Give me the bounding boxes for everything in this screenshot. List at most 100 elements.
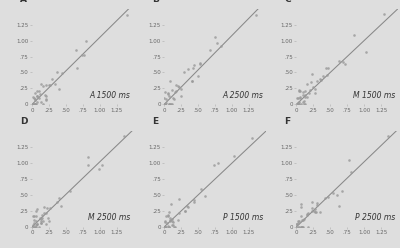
Point — [300, 90, 306, 94]
Point — [348, 170, 354, 174]
Point — [297, 89, 303, 93]
Point — [31, 98, 38, 102]
Point — [302, 102, 309, 106]
Point — [197, 187, 204, 191]
Point — [44, 216, 51, 220]
Point — [81, 53, 88, 57]
Point — [177, 87, 184, 91]
Point — [249, 136, 256, 140]
Point — [42, 93, 48, 97]
Text: M 2500 ms: M 2500 ms — [88, 213, 131, 222]
Point — [169, 217, 176, 221]
Point — [197, 62, 203, 66]
Point — [165, 102, 172, 106]
Point — [162, 219, 168, 223]
Point — [296, 219, 302, 223]
Point — [314, 79, 320, 83]
Point — [215, 161, 222, 165]
Point — [30, 218, 37, 222]
Point — [34, 100, 40, 104]
Point — [167, 79, 173, 83]
Text: D: D — [20, 117, 27, 126]
Point — [161, 96, 168, 100]
Point — [36, 225, 42, 229]
Point — [302, 89, 308, 93]
Point — [311, 209, 317, 213]
Point — [305, 211, 311, 215]
Point — [84, 155, 91, 159]
Point — [298, 218, 305, 222]
Point — [301, 217, 308, 221]
Point — [336, 59, 342, 63]
Point — [185, 67, 192, 71]
Point — [30, 223, 36, 227]
Text: A 1500 ms: A 1500 ms — [90, 91, 131, 100]
Point — [298, 102, 304, 106]
Point — [47, 206, 54, 210]
Point — [309, 200, 316, 204]
Point — [166, 102, 173, 106]
Text: P 2500 ms: P 2500 ms — [355, 213, 395, 222]
Point — [308, 209, 315, 213]
Point — [295, 221, 301, 225]
Point — [162, 220, 169, 224]
Point — [165, 224, 172, 228]
Point — [43, 94, 49, 98]
Text: C: C — [284, 0, 291, 4]
Point — [167, 102, 173, 106]
Point — [162, 90, 168, 94]
Point — [42, 98, 49, 102]
Point — [189, 79, 196, 83]
Point — [34, 207, 40, 211]
Point — [34, 222, 40, 226]
Point — [34, 90, 40, 93]
Point — [311, 207, 318, 211]
Point — [168, 102, 175, 106]
Point — [295, 102, 301, 106]
Point — [314, 203, 320, 207]
Point — [176, 197, 182, 201]
Point — [184, 204, 190, 208]
Point — [34, 222, 40, 226]
Point — [330, 191, 337, 195]
Point — [168, 219, 175, 223]
Point — [30, 225, 36, 229]
Point — [165, 214, 171, 218]
Point — [307, 88, 314, 92]
Point — [32, 91, 38, 95]
Text: A 2500 ms: A 2500 ms — [222, 91, 263, 100]
Point — [185, 205, 192, 209]
Point — [295, 219, 302, 223]
Point — [195, 74, 201, 78]
Point — [298, 214, 304, 218]
Point — [336, 204, 342, 208]
Text: F: F — [284, 117, 290, 126]
Point — [304, 95, 310, 99]
Point — [40, 219, 46, 223]
Point — [165, 92, 172, 96]
Point — [166, 225, 173, 229]
Point — [43, 97, 49, 101]
Point — [296, 100, 302, 104]
Point — [298, 225, 305, 229]
Point — [172, 89, 179, 93]
Point — [381, 12, 388, 16]
Point — [322, 196, 328, 200]
Point — [296, 225, 302, 229]
Point — [324, 73, 330, 77]
Point — [294, 222, 300, 226]
Point — [79, 53, 86, 57]
Point — [83, 39, 90, 43]
Point — [168, 102, 175, 106]
Point — [56, 87, 62, 91]
Point — [191, 198, 198, 202]
Point — [32, 102, 38, 106]
Point — [172, 225, 178, 229]
Point — [296, 95, 303, 99]
Point — [295, 96, 301, 100]
Point — [31, 221, 37, 225]
Point — [33, 222, 40, 226]
Point — [298, 202, 304, 206]
Point — [312, 210, 318, 214]
Point — [218, 44, 224, 48]
